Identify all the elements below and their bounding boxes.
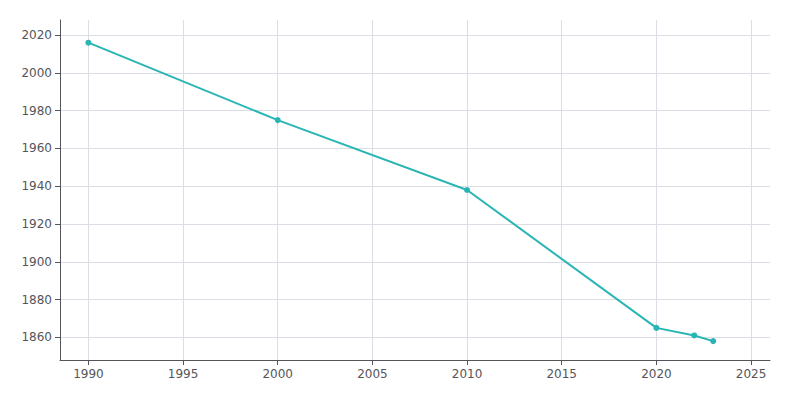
- svg-text:2025: 2025: [736, 367, 767, 381]
- svg-text:2005: 2005: [357, 367, 388, 381]
- svg-text:1920: 1920: [21, 217, 52, 231]
- svg-text:1940: 1940: [21, 179, 52, 193]
- svg-text:2000: 2000: [262, 367, 293, 381]
- svg-text:2010: 2010: [452, 367, 483, 381]
- svg-text:1995: 1995: [168, 367, 199, 381]
- svg-text:1990: 1990: [73, 367, 104, 381]
- svg-text:1900: 1900: [21, 255, 52, 269]
- svg-text:2020: 2020: [641, 367, 672, 381]
- svg-text:2015: 2015: [546, 367, 577, 381]
- svg-text:1960: 1960: [21, 141, 52, 155]
- svg-text:1880: 1880: [21, 293, 52, 307]
- svg-text:1860: 1860: [21, 330, 52, 344]
- svg-text:2000: 2000: [21, 66, 52, 80]
- svg-text:1980: 1980: [21, 104, 52, 118]
- svg-text:2020: 2020: [21, 28, 52, 42]
